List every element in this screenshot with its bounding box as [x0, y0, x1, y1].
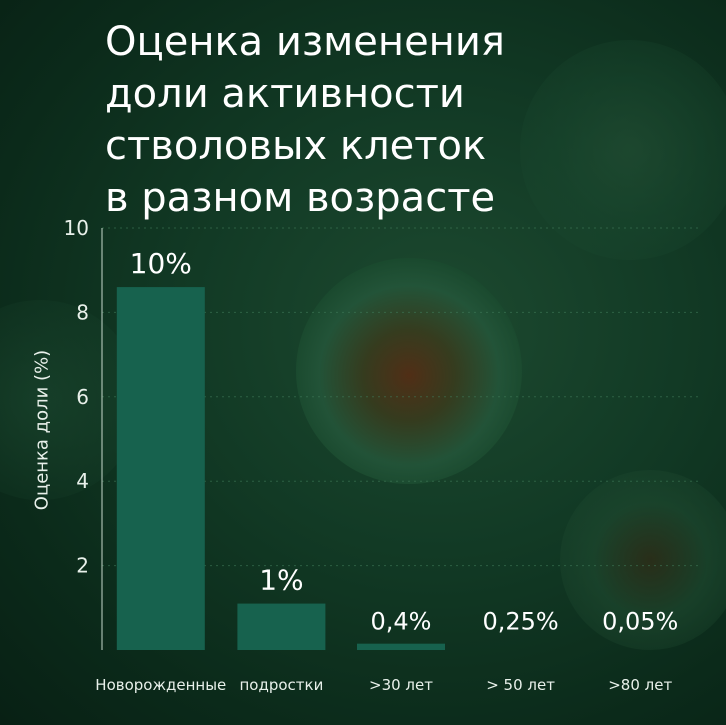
data-label: 0,05%: [602, 608, 678, 636]
y-tick-label: 10: [64, 216, 89, 240]
data-labels: 10% 1% 0,4% 0,25% 0,05%: [130, 247, 679, 636]
bars: [116, 287, 445, 650]
bar: [116, 287, 205, 650]
chart-title: Оценка изменения доли активности стволов…: [105, 19, 505, 221]
tick-labels: 2 4 6 8 10 Новорожденные подростки >30 лет > 50 …: [64, 216, 673, 694]
x-tick-label: > 50 лет: [486, 676, 555, 694]
x-tick-label: >30 лет: [369, 676, 433, 694]
bar: [237, 603, 326, 650]
y-tick-label: 4: [76, 469, 89, 493]
data-label: 0,25%: [482, 608, 558, 636]
data-label: 1%: [259, 564, 303, 597]
bar: [357, 643, 445, 650]
y-tick-label: 2: [76, 554, 89, 578]
x-tick-label: подростки: [239, 676, 323, 694]
y-tick-label: 8: [76, 300, 89, 324]
x-tick-label: >80 лет: [608, 676, 672, 694]
data-label: 10%: [130, 247, 192, 280]
x-tick-label: Новорожденные: [95, 676, 226, 694]
y-tick-label: 6: [76, 385, 89, 409]
data-label: 0,4%: [371, 608, 432, 636]
grid-lines: [102, 227, 700, 567]
